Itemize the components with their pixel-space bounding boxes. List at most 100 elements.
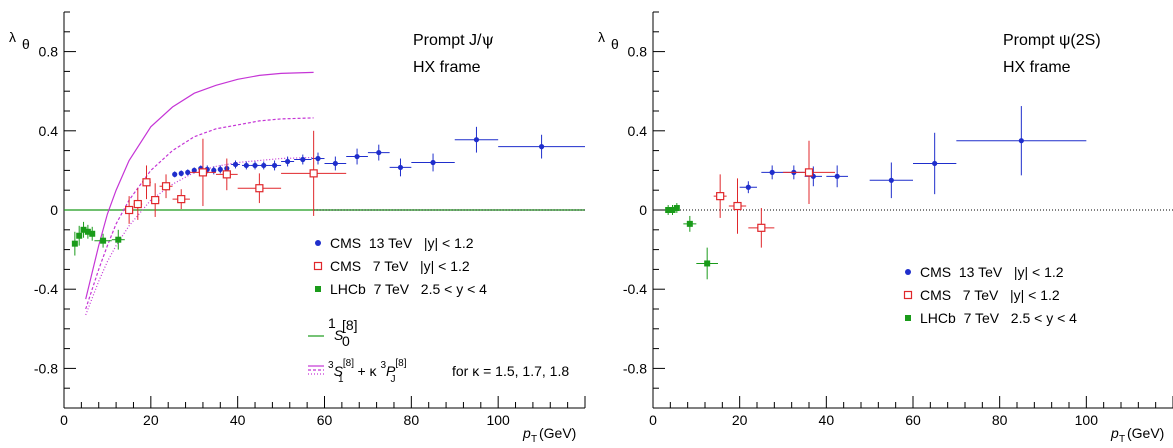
- data-point: [804, 168, 814, 177]
- legend-marker: [313, 261, 323, 271]
- data-point: [243, 162, 249, 169]
- x-tick-label: 80: [404, 412, 420, 428]
- x-tick-label: 100: [1075, 412, 1099, 428]
- legend-sup: 1: [328, 315, 336, 331]
- data-point: [932, 160, 938, 167]
- y-axis-label-sub: θ: [611, 36, 619, 52]
- data-point: [76, 232, 83, 239]
- data-point: [309, 169, 318, 178]
- legend-marker: [315, 286, 321, 292]
- x-axis-label-sub: T: [531, 434, 537, 445]
- y-tick-label: 0.8: [39, 44, 59, 60]
- x-tick-label: 80: [992, 412, 1008, 428]
- data-point: [71, 240, 78, 247]
- data-point: [217, 166, 223, 173]
- data-point: [300, 156, 306, 163]
- data-point: [185, 169, 191, 175]
- data-point: [252, 162, 258, 169]
- data-point: [888, 177, 894, 183]
- x-axis-label-sub: T: [1119, 434, 1125, 445]
- data-point: [271, 162, 278, 169]
- legend-label: LHCb 7 TeV 2.5 < y < 4: [920, 310, 1077, 326]
- curve-k1.5: [85, 71, 314, 300]
- y-tick-label: 0: [50, 202, 58, 218]
- y-axis-label: λ: [598, 29, 605, 45]
- data-point: [232, 161, 239, 168]
- y-axis-label-sub: θ: [22, 36, 30, 52]
- data-point: [665, 207, 672, 213]
- x-axis-label: p: [522, 425, 531, 441]
- y-tick-label: -0.8: [34, 360, 58, 376]
- data-point: [834, 173, 840, 179]
- data-point: [177, 195, 186, 204]
- x-axis-label-unit: (GeV): [539, 425, 576, 441]
- legend-main: S: [334, 327, 344, 343]
- data-point: [172, 171, 178, 177]
- x-tick-label: 20: [732, 412, 748, 428]
- legend-label: CMS 7 TeV |y| < 1.2: [920, 287, 1060, 303]
- data-point: [151, 196, 160, 205]
- data-point: [354, 153, 360, 160]
- data-point: [473, 137, 480, 143]
- data-point: [332, 160, 338, 167]
- x-axis-label: p: [1110, 425, 1119, 441]
- data-point: [222, 170, 231, 179]
- psi-glyph: ψ: [481, 30, 494, 49]
- data-point: [716, 192, 725, 201]
- data-point: [686, 220, 693, 227]
- y-tick-label: 0.4: [628, 123, 648, 139]
- legend-marker: [905, 315, 911, 321]
- x-tick-label: 100: [486, 412, 510, 428]
- data-point: [255, 184, 264, 193]
- x-tick-label: 20: [143, 412, 159, 428]
- y-tick-label: -0.4: [34, 281, 58, 297]
- title-line1: Prompt J/ψ: [413, 30, 494, 49]
- legend-label: CMS 7 TeV |y| < 1.2: [330, 258, 470, 274]
- panel-right: Prompt ψ(2S) HX frame 0 20 40 60 80 100 -0.8 -0…: [598, 11, 1173, 445]
- data-point: [133, 199, 142, 209]
- data-point: [80, 226, 87, 233]
- data-point: [198, 168, 208, 177]
- legend-formula: 3S[8] 1 + κ 3P[8] J: [328, 358, 407, 385]
- panel-left: Prompt J/ψ HX frame 0 20 40 60 80 100-0.8-0.4…: [9, 11, 586, 445]
- legend-marker: [315, 240, 321, 246]
- legend-label: CMS 13 TeV |y| < 1.2: [920, 264, 1064, 280]
- title-line2: HX frame: [413, 59, 481, 76]
- x-tick-label: 40: [819, 412, 835, 428]
- data-point: [178, 170, 184, 176]
- data-point: [142, 178, 151, 187]
- y-tick-label: 0.8: [628, 44, 648, 60]
- data-point: [745, 184, 751, 190]
- data-point: [430, 159, 436, 166]
- data-point: [1018, 138, 1024, 144]
- curve-k1.7: [85, 117, 314, 310]
- y-tick-label: -0.4: [623, 281, 647, 297]
- legend-marker: [905, 269, 911, 275]
- y-tick-label: 0: [639, 202, 647, 218]
- legend-marker: [903, 290, 913, 300]
- legend-bracket: [8]: [342, 317, 358, 333]
- data-point: [376, 149, 382, 156]
- x-tick-label: 0: [60, 412, 68, 428]
- data-point: [100, 237, 107, 244]
- data-point: [733, 201, 742, 211]
- data-point: [261, 162, 267, 169]
- data-point: [284, 158, 291, 165]
- data-point: [769, 169, 775, 175]
- data-point: [704, 260, 711, 267]
- data-point: [757, 223, 766, 232]
- title-line1: Prompt ψ(2S): [1003, 32, 1101, 49]
- x-axis-label-unit: (GeV): [1127, 425, 1164, 441]
- data-point: [315, 155, 321, 162]
- data-point: [397, 164, 404, 171]
- y-tick-label: 0.4: [39, 123, 59, 139]
- data-point: [125, 205, 134, 215]
- data-point: [115, 236, 122, 243]
- data-point: [89, 230, 96, 237]
- data-point: [211, 167, 217, 173]
- data-point: [673, 205, 680, 212]
- y-axis-label: λ: [9, 29, 16, 45]
- curve-k1.8: [85, 156, 314, 316]
- legend-label: CMS 13 TeV |y| < 1.2: [330, 235, 474, 251]
